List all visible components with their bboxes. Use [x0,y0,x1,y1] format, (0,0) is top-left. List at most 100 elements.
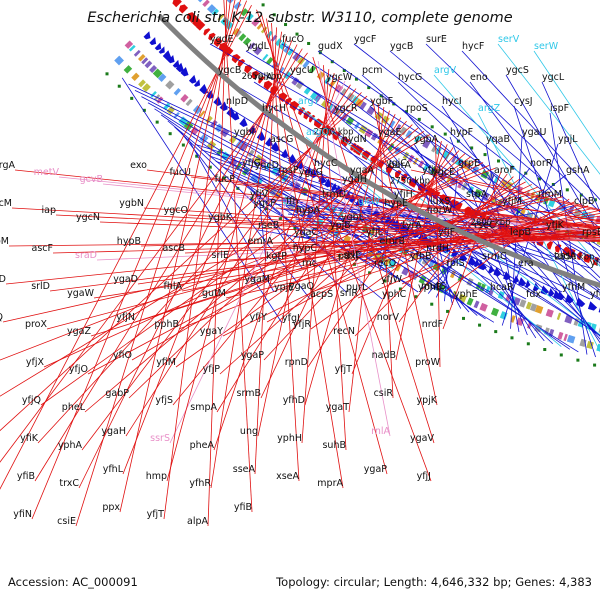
gene-label-ygaW[interactable]: ygaW [67,288,94,299]
gene-label-surE[interactable]: surE [426,34,447,45]
gene-label-hycH[interactable]: hycH [262,103,286,114]
gene-label-ygbF[interactable]: ygbF [370,96,393,107]
gene-label-eno[interactable]: eno [470,72,488,83]
gene-label-emrA[interactable]: emrA [247,236,273,247]
gene-label-yqaA[interactable]: yqaA [350,165,374,176]
gene-label-yfhL[interactable]: yfhL [103,464,124,475]
gene-label-yfgI[interactable]: yfgI [282,313,300,324]
gene-label-yfjH[interactable]: yfjH [394,189,413,200]
gene-label-yfjK[interactable]: yfjK [546,220,565,231]
gene-label-rnlA[interactable]: rnlA [371,426,390,437]
gene-label-mutS[interactable]: mutS [421,281,446,292]
gene-label-recN[interactable]: recN [333,326,355,337]
gene-label-nrdF[interactable]: nrdF [422,319,443,330]
gene-label-yfiN[interactable]: yfiN [13,509,32,520]
gene-label-rplS[interactable]: rplS [446,258,465,269]
gene-label-ypjL[interactable]: ypjL [558,134,578,145]
gene-label-yphE[interactable]: yphE [454,289,478,300]
gene-label-ygcO[interactable]: ygcO [164,205,188,216]
gene-label-yfjG[interactable]: yfjG [242,158,261,169]
gene-label-yfjQ[interactable]: yfjQ [22,395,41,406]
gene-label-ypjE[interactable]: ypjE [274,282,294,293]
gene-label-yfjO[interactable]: yfjO [69,364,88,375]
gene-label-gcvB[interactable]: gcvB [80,174,103,185]
gene-label-pheL[interactable]: pheL [62,402,86,413]
gene-label-argY[interactable]: argY [298,96,320,107]
gene-label-norW[interactable]: norW [427,205,453,216]
gene-label-stpA[interactable]: stpA [466,189,488,200]
gene-label-alpA[interactable]: alpA [187,516,208,527]
gene-label-rseC[interactable]: rseC [474,220,496,231]
gene-label-yfiB[interactable]: yfiB [234,502,252,513]
gene-label-rpoS[interactable]: rpoS [406,103,428,114]
gene-label-yfjP[interactable]: yfjP [203,364,221,375]
gene-label-tadA[interactable]: tadA [554,251,577,262]
gene-label-yfiK[interactable]: yfiK [20,433,39,444]
gene-label-sraD[interactable]: sraD [75,250,97,261]
gene-label-iap[interactable]: iap [42,205,57,216]
gene-label-rpsP[interactable]: rpsP [278,165,299,176]
gene-label-fucP[interactable]: fucP [215,174,236,185]
gene-label-srmC[interactable]: srmC [482,251,507,262]
gene-label-srlR[interactable]: srlR [340,288,358,299]
gene-label-ygaQ[interactable]: ygaQ [289,281,314,292]
gene-label-barA[interactable]: barA [389,160,412,171]
gene-label-rpnD[interactable]: rpnD [285,357,308,368]
gene-label-rseB[interactable]: rseB [258,220,279,231]
gene-label-ssrS[interactable]: ssrS [150,433,170,444]
gene-label-srlE[interactable]: srlE [212,250,230,261]
gene-label-argV[interactable]: argV [434,65,457,76]
gene-label-ygbN[interactable]: ygbN [119,198,144,209]
gene-label-ygdH[interactable]: ygdH [342,174,367,185]
gene-label-fucO[interactable]: fucO [282,34,304,45]
gene-label-ppx[interactable]: ppx [102,502,120,513]
gene-label-nrdH[interactable]: nrdH [426,243,449,254]
gene-label-yfjV[interactable]: yfjV [250,189,269,200]
gene-label-ascB[interactable]: ascB [162,243,185,254]
gene-label-ygbM[interactable]: ygbM [0,236,9,247]
gene-label-metV[interactable]: metV [34,167,60,178]
gene-label-serV[interactable]: serV [498,34,520,45]
gene-label-pdxJ[interactable]: pdxJ [338,251,358,262]
gene-label-norV[interactable]: norV [377,312,400,323]
gene-label-rimM[interactable]: rimM [538,189,562,200]
gene-label-yfhM[interactable]: yfhM [562,282,585,293]
gene-label-gutQ[interactable]: gutQ [0,312,3,323]
gene-label-kgtP[interactable]: kgtP [266,251,287,262]
gene-label-serW[interactable]: serW [534,41,559,52]
gene-label-hcaR[interactable]: hcaR [490,282,514,293]
gene-label-ygaC[interactable]: ygaC [294,227,318,238]
gene-label-ygdL[interactable]: ygdL [246,41,270,52]
gene-label-fdx[interactable]: fdx [526,289,541,300]
gene-labels[interactable]: ygdE ygdL fucO gudX ygcF ygcB surE hycF serV serW… [0,34,600,527]
gene-label-yfhR[interactable]: yfhR [189,478,211,489]
gene-label-era[interactable]: era [518,258,534,269]
gene-label-hypC[interactable]: hypC [293,243,318,254]
gene-label-pheA[interactable]: pheA [190,440,215,451]
gene-label-yfjW[interactable]: yfjW [381,274,403,285]
gene-label-yfjF[interactable]: yfjF [438,227,455,238]
gene-label-ygcL[interactable]: ygcL [542,72,565,83]
gene-label-yfjS[interactable]: yfjS [155,395,173,406]
gene-label-fhlA[interactable]: fhlA [163,281,182,292]
gene-label-suhB[interactable]: suhB [322,440,346,451]
gene-label-yphC[interactable]: yphC [382,289,407,300]
gene-label-ypjB[interactable]: ypjB [330,220,351,231]
gene-label-fucU[interactable]: fucU [169,167,191,178]
gene-label-argA[interactable]: argA [0,160,15,171]
gene-label-ygaD[interactable]: ygaD [113,274,138,285]
gene-label-ygaE[interactable]: ygaE [378,127,401,138]
gene-label-yfjT[interactable]: yfjT [335,364,353,375]
gene-label-ygbL[interactable]: ygbL [341,212,365,223]
gene-label-ygaM[interactable]: ygaM [244,274,270,285]
gene-label-yfjX[interactable]: yfjX [26,357,45,368]
gene-label-gabP[interactable]: gabP [105,388,129,399]
gene-label-emrB[interactable]: emrB [379,236,405,247]
gene-label-yphH[interactable]: yphH [277,433,302,444]
gene-label-smpA[interactable]: smpA [190,402,217,413]
gene-label-ygcG[interactable]: ygcG [299,167,323,178]
gene-label-yfjN[interactable]: yfjN [116,312,135,323]
gene-label-ygaV[interactable]: ygaV [410,433,434,444]
gene-label-hypE[interactable]: hypE [384,198,408,209]
gene-label-yqcD[interactable]: yqcD [255,160,279,171]
